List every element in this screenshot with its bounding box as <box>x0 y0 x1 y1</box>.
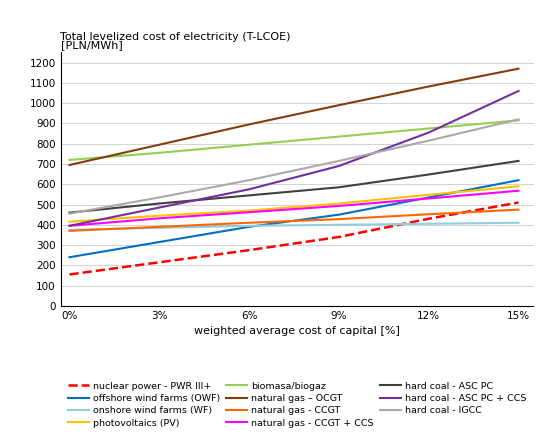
Text: [PLN/MWh]: [PLN/MWh] <box>60 40 122 50</box>
X-axis label: weighted average cost of capital [%]: weighted average cost of capital [%] <box>194 326 400 336</box>
Text: Total levelized cost of electricity (T-LCOE): Total levelized cost of electricity (T-L… <box>60 31 291 42</box>
Legend: nuclear power - PWR III+, offshore wind farms (OWF), onshore wind farms (WF), ph: nuclear power - PWR III+, offshore wind … <box>68 382 526 427</box>
